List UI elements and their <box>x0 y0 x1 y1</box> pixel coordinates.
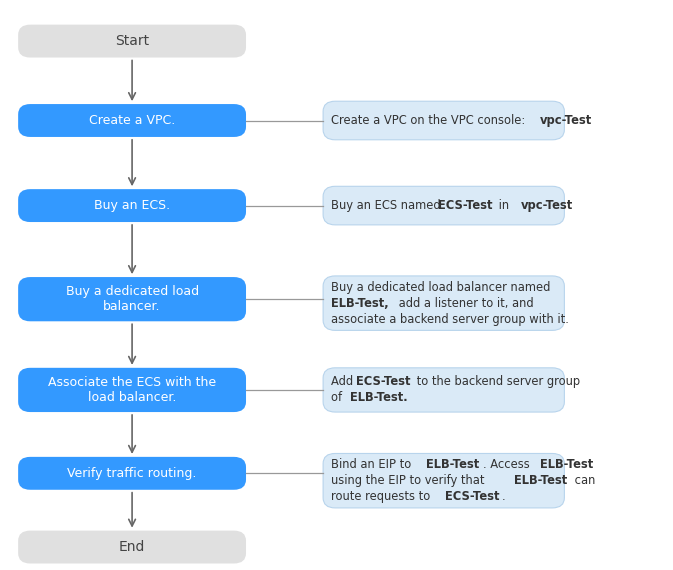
Text: associate a backend server group with it.: associate a backend server group with it… <box>331 312 569 325</box>
Text: Buy an ECS named: Buy an ECS named <box>331 199 444 212</box>
Text: Buy a dedicated load
balancer.: Buy a dedicated load balancer. <box>65 285 199 313</box>
Text: ECS-Test: ECS-Test <box>357 376 411 389</box>
Text: vpc-Test: vpc-Test <box>521 199 573 212</box>
FancyBboxPatch shape <box>18 277 246 321</box>
Text: in: in <box>495 199 513 212</box>
Text: vpc-Test: vpc-Test <box>540 114 592 127</box>
Text: .: . <box>502 490 505 503</box>
Text: using the EIP to verify that: using the EIP to verify that <box>331 474 489 487</box>
FancyBboxPatch shape <box>18 189 246 222</box>
Text: Buy a dedicated load balancer named: Buy a dedicated load balancer named <box>331 281 551 294</box>
FancyBboxPatch shape <box>323 101 565 140</box>
Text: Create a VPC.: Create a VPC. <box>89 114 175 127</box>
Text: Verify traffic routing.: Verify traffic routing. <box>67 467 197 480</box>
Text: ELB-Test.: ELB-Test. <box>350 392 408 404</box>
FancyBboxPatch shape <box>323 186 565 225</box>
Text: Create a VPC on the VPC console:: Create a VPC on the VPC console: <box>331 114 529 127</box>
Text: ECS-Test: ECS-Test <box>439 199 493 212</box>
FancyBboxPatch shape <box>18 457 246 490</box>
Text: ECS-Test: ECS-Test <box>445 490 499 503</box>
Text: Bind an EIP to: Bind an EIP to <box>331 458 415 471</box>
Text: End: End <box>119 540 145 554</box>
Text: ELB-Test,: ELB-Test, <box>331 296 389 310</box>
Text: ELB-Test: ELB-Test <box>426 458 479 471</box>
FancyBboxPatch shape <box>323 368 565 412</box>
FancyBboxPatch shape <box>323 454 565 508</box>
FancyBboxPatch shape <box>18 104 246 137</box>
Text: can: can <box>571 474 596 487</box>
Text: of: of <box>331 392 346 404</box>
Text: Buy an ECS.: Buy an ECS. <box>94 199 170 212</box>
Text: route requests to: route requests to <box>331 490 434 503</box>
Text: add a listener to it, and: add a listener to it, and <box>395 296 534 310</box>
Text: . Access: . Access <box>483 458 533 471</box>
Text: Associate the ECS with the
load balancer.: Associate the ECS with the load balancer… <box>48 376 216 404</box>
Text: ELB-Test: ELB-Test <box>514 474 567 487</box>
Text: Start: Start <box>115 34 149 48</box>
Text: to the backend server group: to the backend server group <box>413 376 580 389</box>
Text: Add: Add <box>331 376 357 389</box>
FancyBboxPatch shape <box>323 276 565 331</box>
Text: ELB-Test: ELB-Test <box>540 458 593 471</box>
FancyBboxPatch shape <box>18 25 246 58</box>
FancyBboxPatch shape <box>18 368 246 412</box>
FancyBboxPatch shape <box>18 531 246 564</box>
